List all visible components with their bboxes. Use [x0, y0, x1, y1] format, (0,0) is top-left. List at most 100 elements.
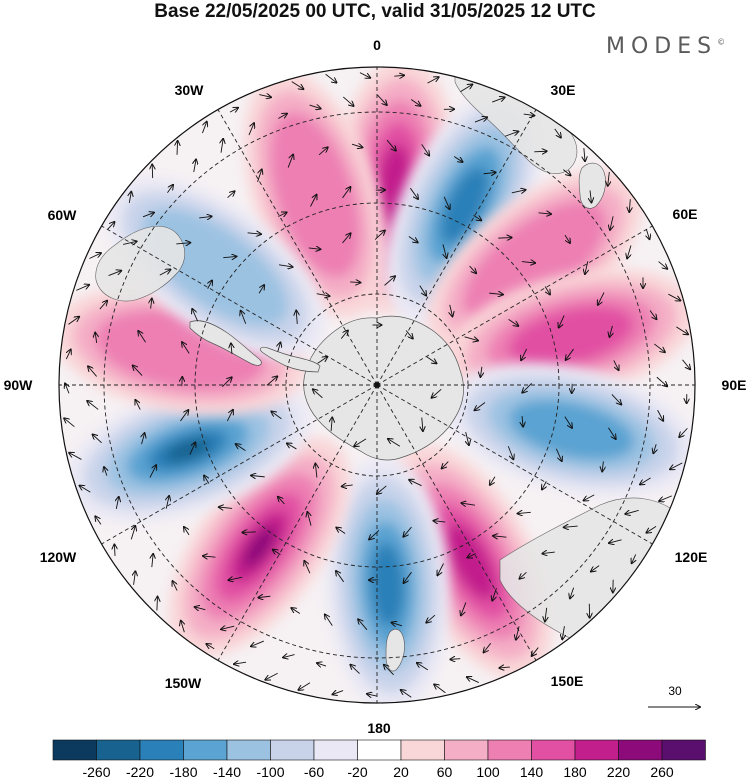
wind-arrow	[564, 416, 572, 428]
wind-arrow	[480, 366, 481, 377]
wind-arrow	[69, 453, 82, 460]
wind-arrow	[421, 144, 429, 155]
lobe-contour-fill	[440, 166, 489, 244]
wind-arrow	[507, 446, 513, 459]
wind-arrow	[342, 96, 353, 106]
lon-label-150e: 150E	[551, 673, 584, 689]
wind-arrow	[434, 684, 446, 694]
colorbar-tick-label: 20	[393, 764, 409, 780]
meridian-line	[376, 109, 537, 386]
wind-arrow	[613, 360, 619, 370]
wind-arrow	[467, 677, 479, 684]
wind-arrow	[87, 401, 99, 410]
wind-arrow	[443, 196, 449, 209]
wind-arrow	[64, 418, 75, 428]
wind-arrow	[466, 431, 469, 445]
wind-arrow	[492, 588, 497, 600]
wind-arrow	[182, 342, 190, 354]
wind-arrow	[566, 348, 574, 360]
wind-arrow	[625, 510, 639, 514]
wind-arrow	[434, 521, 446, 522]
wind-arrow	[489, 293, 503, 294]
wind-arrow	[80, 486, 91, 493]
colorbar-swatch	[270, 739, 315, 761]
wind-arrow	[469, 265, 476, 273]
wind-arrow	[475, 402, 486, 410]
colorbar-tick-label: -100	[256, 764, 284, 780]
wind-arrow	[369, 530, 380, 539]
colorbar-tick-label: -20	[347, 764, 367, 780]
wind-arrow	[508, 318, 519, 326]
lon-label-90w: 90W	[4, 377, 34, 393]
wind-arrow	[591, 565, 600, 572]
colorbar-swatch	[531, 739, 576, 761]
wind-arrow	[129, 192, 131, 203]
wind-arrow	[181, 621, 185, 633]
wind-arrow	[180, 410, 188, 422]
wind-arrow	[271, 412, 282, 420]
wind-arrow	[419, 285, 426, 296]
wind-arrow	[422, 417, 423, 432]
wind-arrow	[464, 337, 478, 341]
wind-arrow	[296, 311, 297, 325]
wind-arrow	[257, 169, 262, 182]
colorbar-swatch	[661, 739, 706, 761]
wind-arrow	[259, 95, 271, 98]
lobe-contour-fill	[508, 306, 634, 368]
wind-arrow	[657, 409, 664, 421]
wind-arrow	[265, 672, 278, 679]
wind-arrow	[392, 623, 403, 626]
wind-arrow	[228, 577, 243, 580]
wind-arrow	[504, 131, 518, 137]
wind-arrow	[522, 415, 523, 427]
wind-arrow	[317, 357, 328, 364]
wind-arrow	[350, 665, 360, 674]
wind-arrow	[350, 282, 360, 283]
wind-arrow	[358, 619, 368, 631]
wind-arrow	[167, 185, 173, 194]
wind-arrow	[511, 190, 526, 193]
wind-arrow	[498, 238, 511, 239]
wind-arrow	[609, 325, 612, 337]
new-zealand	[385, 628, 405, 672]
wind-arrow	[234, 662, 247, 664]
wind-arrow	[474, 117, 487, 123]
wind-arrow	[682, 359, 690, 369]
wind-arrow	[570, 587, 574, 599]
wind-arrow	[138, 331, 146, 343]
wind-arrow	[325, 615, 333, 626]
wind-arrow	[149, 465, 156, 478]
wind-arrow	[194, 160, 196, 173]
wind-arrow	[519, 572, 527, 578]
wind-arrow	[584, 148, 585, 161]
wind-arrow	[204, 476, 210, 484]
modes-logo: MODES©	[606, 34, 725, 59]
wind-arrow	[611, 394, 621, 404]
wind-arrow	[202, 122, 206, 134]
lon-label-30w: 30W	[175, 82, 205, 98]
wind-arrow	[499, 667, 510, 668]
wind-arrow	[632, 554, 636, 563]
wind-arrow	[608, 427, 615, 439]
wind-arrow	[221, 139, 223, 153]
wind-arrow	[208, 281, 212, 289]
wind-arrow	[351, 144, 362, 147]
anomaly-lobe-negative-2	[385, 87, 544, 324]
wind-arrow	[199, 216, 211, 218]
colorbar-tick-label: -260	[82, 764, 110, 780]
wind-arrow	[426, 614, 436, 622]
wind-arrow	[134, 571, 136, 585]
colorbar-tick-label: 260	[650, 764, 674, 780]
wind-arrow	[461, 503, 475, 505]
lon-label-120w: 120W	[40, 549, 77, 565]
wind-arrow	[308, 248, 321, 249]
wind-arrow	[585, 261, 588, 274]
wind-arrow	[248, 123, 254, 136]
anomaly-lobe-negative-9	[65, 378, 311, 523]
wind-arrow	[427, 77, 439, 84]
wind-arrow	[333, 691, 344, 695]
wind-arrow	[317, 663, 327, 666]
copyright-mark: ©	[717, 37, 726, 47]
wind-arrow	[251, 475, 265, 476]
meridian-line	[217, 384, 378, 661]
